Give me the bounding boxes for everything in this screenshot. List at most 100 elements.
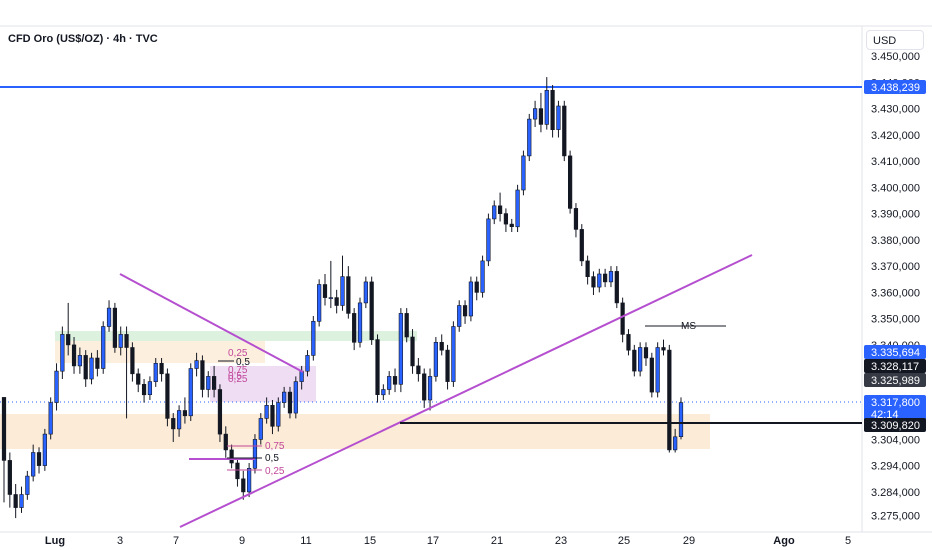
descending-trendline[interactable]: [119, 273, 304, 373]
candle-up: [19, 494, 24, 508]
price-tag-label: 3.335,694: [871, 347, 920, 359]
candle-up: [357, 302, 363, 343]
price-tag: [864, 395, 926, 421]
candle-down: [661, 347, 666, 351]
candle-up: [597, 273, 602, 288]
candle-up: [106, 307, 112, 327]
price-tag-label: 3.438,239: [871, 82, 920, 94]
candle-down: [439, 341, 444, 351]
candle-down: [404, 313, 409, 338]
candle-up: [118, 334, 123, 348]
candle-up: [527, 118, 532, 157]
candle-up: [398, 313, 403, 385]
fib-lower-2: 0,25: [265, 466, 285, 477]
currency-selector[interactable]: USD: [866, 30, 924, 50]
candle-up: [305, 355, 310, 372]
candle-up: [457, 305, 462, 327]
candle-up: [532, 108, 538, 120]
candle-down: [217, 389, 223, 435]
candle-up: [188, 368, 193, 417]
candle-up: [608, 271, 614, 283]
candle-up: [678, 402, 684, 438]
candle-up: [427, 376, 433, 401]
candle-down: [603, 273, 608, 283]
candle-down: [410, 336, 415, 367]
time-tick: 25: [618, 535, 630, 547]
candle-down: [497, 205, 503, 215]
price-tick: 3.390,000: [871, 209, 920, 221]
price-tag: [864, 418, 926, 432]
candle-up: [340, 276, 345, 306]
candle-down: [346, 276, 351, 314]
symbol-title[interactable]: CFD Oro (US$/OZ) · 4h · TVC: [8, 33, 158, 45]
candle-up: [486, 218, 491, 262]
candles-group: [1, 77, 684, 519]
time-tick: Ago: [773, 535, 795, 547]
candle-up: [77, 355, 82, 367]
candle-up: [206, 376, 211, 390]
candle-down: [667, 349, 672, 451]
candle-down: [95, 357, 100, 369]
price-axis[interactable]: 3.450,0003.440,0003.430,0003.420,0003.41…: [871, 51, 920, 522]
time-axis[interactable]: Lug 3 7 9 11 15 17 21 23 25 29 Ago 5: [45, 535, 851, 547]
candle-down: [136, 373, 141, 385]
candle-down: [112, 307, 118, 348]
candle-up: [433, 341, 438, 377]
candle-down: [287, 391, 293, 414]
candle-up: [54, 370, 59, 403]
candle-up: [258, 418, 263, 440]
price-tag-label: 3.325,989: [871, 375, 920, 387]
candle-up: [194, 360, 199, 369]
candle-down: [241, 478, 246, 493]
candle-down: [369, 281, 374, 340]
price-tag-label: 3.309,820: [871, 420, 920, 432]
candle-down: [632, 349, 637, 372]
price-tick: 3.420,000: [871, 130, 920, 142]
fib-upper-3: 0,5: [228, 371, 242, 382]
candle-down: [626, 334, 631, 351]
candle-down: [462, 305, 468, 317]
candle-down: [182, 410, 188, 417]
time-tick: 15: [364, 535, 376, 547]
candle-down: [422, 373, 427, 401]
candle-up: [153, 362, 158, 382]
candle-up: [299, 370, 304, 382]
candle-down: [36, 452, 42, 466]
time-tick: 17: [427, 535, 439, 547]
fib-upper-4: 0,25: [228, 374, 248, 385]
price-tick: 3.400,000: [871, 182, 920, 194]
candle-down: [567, 155, 573, 209]
candle-down: [416, 365, 421, 375]
candle-up: [276, 402, 281, 427]
time-tick: 29: [683, 535, 695, 547]
time-tick: Lug: [45, 535, 65, 547]
price-tick: 3.350,000: [871, 314, 920, 326]
candle-up: [31, 452, 36, 477]
price-tick: 3.450,000: [871, 51, 920, 63]
candle-down: [171, 418, 176, 430]
candle-down: [83, 355, 88, 380]
time-tick: 9: [239, 535, 245, 547]
candle-up: [42, 433, 47, 466]
candle-down: [375, 339, 380, 396]
candle-up: [101, 326, 106, 369]
candle-down: [334, 297, 339, 306]
candle-up: [387, 376, 392, 390]
fib-upper-2: 0,75: [228, 365, 248, 376]
candle-down: [591, 276, 596, 288]
fib-lower-1: 0,5: [265, 453, 279, 464]
time-tick: 7: [173, 535, 179, 547]
candle-up: [451, 326, 456, 382]
time-tick: 11: [300, 535, 311, 547]
candle-down: [509, 223, 514, 228]
candle-up: [673, 436, 678, 451]
candle-up: [25, 475, 30, 495]
candle-up: [252, 439, 258, 469]
candle-up: [544, 90, 549, 125]
ascending-trendline[interactable]: [179, 254, 753, 528]
time-tick: 23: [555, 535, 567, 547]
candle-down: [71, 344, 77, 367]
candle-down: [165, 373, 170, 419]
candle-up: [48, 402, 53, 435]
